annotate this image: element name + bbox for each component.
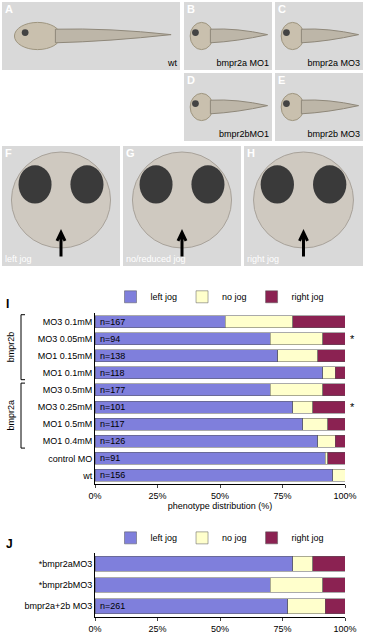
svg-text:MO3 0.05mM: MO3 0.05mM bbox=[38, 334, 93, 344]
svg-text:50%: 50% bbox=[211, 491, 229, 501]
html-text:bmpr2a MO1: bmpr2a MO1 bbox=[216, 58, 269, 68]
svg-text:n=101: n=101 bbox=[100, 402, 125, 412]
svg-text:*: * bbox=[350, 401, 355, 413]
svg-text:right jog: right jog bbox=[292, 292, 324, 302]
html-text:G: G bbox=[126, 147, 135, 159]
html-text:E: E bbox=[278, 74, 286, 86]
svg-text:n=177: n=177 bbox=[100, 385, 125, 395]
svg-text:bmpr2a: bmpr2a bbox=[6, 400, 16, 431]
svg-text:n=117: n=117 bbox=[100, 419, 125, 429]
html-text:A: A bbox=[5, 3, 13, 15]
svg-text:MO1 0.4mM: MO1 0.4mM bbox=[43, 436, 93, 446]
svg-text:100%: 100% bbox=[333, 624, 356, 634]
html-text:C: C bbox=[278, 3, 286, 15]
svg-text:75%: 75% bbox=[273, 491, 291, 501]
svg-text:bmpr2b: bmpr2b bbox=[6, 332, 16, 363]
svg-text:wt: wt bbox=[82, 471, 92, 481]
svg-text:0%: 0% bbox=[88, 624, 101, 634]
svg-text:MO3 0.5mM: MO3 0.5mM bbox=[43, 385, 93, 395]
svg-text:MO1 0.15mM: MO1 0.15mM bbox=[38, 351, 93, 361]
svg-text:50%: 50% bbox=[211, 624, 229, 634]
svg-text:*bmpr2bMO3: *bmpr2bMO3 bbox=[39, 580, 93, 590]
svg-text:n=138: n=138 bbox=[100, 351, 125, 361]
html-text:bmpr2bMO1: bmpr2bMO1 bbox=[219, 129, 269, 139]
html-text:B: B bbox=[187, 3, 195, 15]
svg-text:left jog: left jog bbox=[151, 292, 178, 302]
svg-text:no jog: no jog bbox=[222, 533, 247, 543]
svg-text:MO1 0.1mM: MO1 0.1mM bbox=[43, 368, 93, 378]
svg-text:MO3 0.25mM: MO3 0.25mM bbox=[38, 402, 93, 412]
svg-text:MO3 0.1mM: MO3 0.1mM bbox=[43, 317, 93, 327]
html-text:H: H bbox=[247, 147, 255, 159]
html-text:left jog: left jog bbox=[5, 254, 32, 264]
svg-text:no jog: no jog bbox=[222, 292, 247, 302]
html-text:bmpr2b MO3: bmpr2b MO3 bbox=[307, 129, 360, 139]
svg-text:right jog: right jog bbox=[292, 533, 324, 543]
svg-text:n=156: n=156 bbox=[100, 470, 125, 480]
svg-text:25%: 25% bbox=[148, 491, 166, 501]
svg-text:25%: 25% bbox=[148, 624, 166, 634]
svg-text:n=167: n=167 bbox=[100, 317, 125, 327]
svg-text:I: I bbox=[6, 297, 9, 311]
svg-text:J: J bbox=[6, 537, 13, 551]
svg-text:phenotype distribution (%): phenotype distribution (%) bbox=[168, 501, 273, 511]
html-text:no/reduced jog: no/reduced jog bbox=[126, 254, 186, 264]
svg-text:n=91: n=91 bbox=[100, 453, 120, 463]
svg-text:*bmpr2aMO3: *bmpr2aMO3 bbox=[39, 559, 93, 569]
svg-text:n=94: n=94 bbox=[100, 334, 120, 344]
svg-text:n=126: n=126 bbox=[100, 436, 125, 446]
svg-text:100%: 100% bbox=[333, 491, 356, 501]
svg-text:n=261: n=261 bbox=[100, 601, 125, 611]
svg-text:bmpr2a+2b MO3: bmpr2a+2b MO3 bbox=[24, 601, 92, 611]
svg-text:75%: 75% bbox=[273, 624, 291, 634]
svg-text:*: * bbox=[350, 333, 355, 345]
svg-text:left jog: left jog bbox=[151, 533, 178, 543]
html-text:right jog: right jog bbox=[247, 254, 279, 264]
svg-text:control MO: control MO bbox=[48, 454, 92, 464]
html-text:F: F bbox=[5, 147, 12, 159]
svg-text:0%: 0% bbox=[88, 491, 101, 501]
html-text:wt: wt bbox=[168, 58, 177, 68]
html-text:D: D bbox=[187, 74, 195, 86]
svg-text:MO1 0.5mM: MO1 0.5mM bbox=[43, 419, 93, 429]
html-text:bmpr2a MO3: bmpr2a MO3 bbox=[307, 58, 360, 68]
svg-text:n=118: n=118 bbox=[100, 368, 125, 378]
